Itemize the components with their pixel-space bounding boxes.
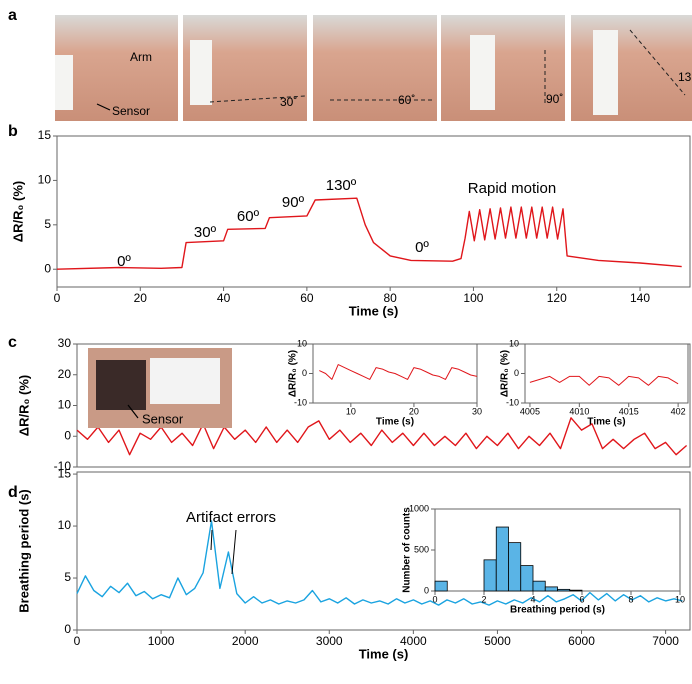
photo-strip: Arm Sensor 30˚ 60˚ 90˚ 13 bbox=[55, 15, 692, 121]
x-tick-label: 3000 bbox=[316, 634, 343, 648]
photo bbox=[313, 15, 437, 121]
bar bbox=[509, 543, 521, 591]
bar bbox=[435, 581, 447, 591]
photo-label: Arm bbox=[130, 50, 152, 64]
photo-label: Sensor bbox=[112, 104, 150, 118]
y-tick-label: 500 bbox=[414, 544, 429, 554]
tape bbox=[55, 55, 73, 110]
x-axis-label: Breathing period (s) bbox=[510, 605, 605, 616]
x-tick-label: 2000 bbox=[232, 634, 259, 648]
plot-area bbox=[525, 344, 688, 403]
panel-label: c bbox=[8, 334, 17, 351]
y-axis-label: ΔR/R₀ (%) bbox=[16, 375, 31, 436]
y-tick-label: 15 bbox=[58, 466, 72, 480]
x-tick-label: 8 bbox=[628, 594, 633, 604]
y-tick-label: 10 bbox=[297, 338, 307, 348]
x-tick-label: 5000 bbox=[484, 634, 511, 648]
x-tick-label: 10 bbox=[675, 594, 685, 604]
x-tick-label: 120 bbox=[547, 291, 567, 305]
x-tick-label: 7000 bbox=[652, 634, 679, 648]
tape bbox=[190, 40, 212, 105]
x-axis-label: Time (s) bbox=[349, 304, 399, 319]
y-tick-label: 10 bbox=[58, 518, 72, 532]
annotation: Rapid motion bbox=[468, 180, 556, 197]
x-tick-label: 4015 bbox=[619, 406, 639, 416]
sensor-photo: Sensor bbox=[88, 348, 232, 428]
y-tick-label: 15 bbox=[38, 128, 52, 142]
x-axis-label: Time (s) bbox=[359, 647, 409, 662]
annotation: 130º bbox=[326, 177, 357, 194]
y-axis-label: ΔR/R₀ (%) bbox=[288, 350, 299, 397]
y-tick-label: 0 bbox=[44, 261, 51, 275]
annotation: 90º bbox=[282, 194, 305, 211]
x-axis-label: Time (s) bbox=[376, 417, 414, 428]
photo-label: 13 bbox=[678, 70, 692, 84]
photo-label: 60˚ bbox=[398, 93, 415, 107]
x-tick-label: 20 bbox=[134, 291, 148, 305]
y-tick-label: 20 bbox=[58, 367, 72, 381]
x-tick-label: 0 bbox=[74, 634, 81, 648]
bar bbox=[558, 589, 570, 591]
x-tick-label: 1000 bbox=[148, 634, 175, 648]
y-tick-label: 10 bbox=[509, 338, 519, 348]
x-tick-label: 2 bbox=[481, 594, 486, 604]
y-tick-label: 0 bbox=[64, 622, 71, 636]
bar bbox=[533, 581, 545, 591]
photo-label: 90˚ bbox=[546, 92, 563, 106]
x-tick-label: 4005 bbox=[520, 406, 540, 416]
x-tick-label: 6000 bbox=[568, 634, 595, 648]
plot-area bbox=[435, 509, 680, 591]
photo-label: Sensor bbox=[142, 411, 184, 426]
tape bbox=[593, 30, 618, 115]
bar bbox=[521, 566, 533, 591]
annotation: 60º bbox=[237, 208, 260, 225]
y-axis-label: ΔR/R₀ (%) bbox=[10, 181, 25, 242]
x-tick-label: 140 bbox=[630, 291, 650, 305]
y-axis-label: Breathing period (s) bbox=[16, 489, 31, 613]
x-tick-label: 4 bbox=[530, 594, 535, 604]
x-tick-label: 0 bbox=[54, 291, 61, 305]
y-tick-label: 0 bbox=[302, 368, 307, 378]
y-tick-label: 10 bbox=[58, 398, 72, 412]
y-tick-label: -10 bbox=[294, 397, 307, 407]
photo-label: 30˚ bbox=[280, 95, 297, 109]
x-tick-label: 40 bbox=[217, 291, 231, 305]
annotation: 30º bbox=[194, 224, 217, 241]
y-axis-label: Number of counts bbox=[402, 507, 413, 593]
y-tick-label: 0 bbox=[424, 585, 429, 595]
panel-label: b bbox=[8, 123, 18, 140]
annotation: Artifact errors bbox=[186, 509, 276, 526]
annotation: 0º bbox=[117, 253, 131, 270]
photo bbox=[571, 15, 692, 121]
figure: Arm Sensor 30˚ 60˚ 90˚ 13 a b c d 051015… bbox=[0, 0, 692, 684]
y-tick-label: 0 bbox=[514, 368, 519, 378]
bar bbox=[570, 590, 582, 591]
plot-area bbox=[57, 136, 690, 287]
x-tick-label: 20 bbox=[409, 406, 419, 416]
x-tick-label: 100 bbox=[463, 291, 483, 305]
x-axis-label: Time (s) bbox=[587, 417, 625, 428]
y-tick-label: 5 bbox=[44, 217, 51, 231]
y-tick-label: 30 bbox=[58, 336, 72, 350]
bar bbox=[496, 527, 508, 591]
x-tick-label: 402 bbox=[671, 406, 686, 416]
tape bbox=[150, 358, 220, 404]
x-tick-label: 0 bbox=[432, 594, 437, 604]
x-tick-label: 4010 bbox=[569, 406, 589, 416]
bar bbox=[484, 560, 496, 591]
annotation: 0º bbox=[415, 239, 429, 256]
x-tick-label: 10 bbox=[346, 406, 356, 416]
x-tick-label: 60 bbox=[300, 291, 314, 305]
x-tick-label: 6 bbox=[579, 594, 584, 604]
panel-label: a bbox=[8, 7, 17, 24]
y-tick-label: -10 bbox=[506, 397, 519, 407]
x-tick-label: 30 bbox=[472, 406, 482, 416]
sensor bbox=[96, 360, 146, 410]
tape bbox=[470, 35, 495, 110]
y-tick-label: 10 bbox=[38, 173, 52, 187]
y-axis-label: ΔR/R₀ (%) bbox=[500, 350, 511, 397]
bar bbox=[545, 587, 557, 591]
y-tick-label: 5 bbox=[64, 570, 71, 584]
y-tick-label: 0 bbox=[64, 428, 71, 442]
